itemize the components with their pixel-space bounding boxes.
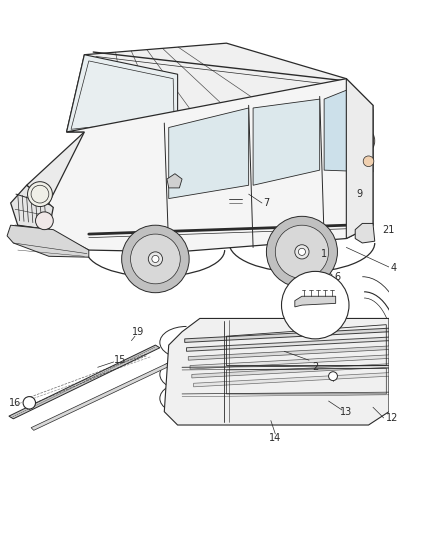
Circle shape <box>295 245 309 259</box>
Text: 21: 21 <box>382 224 394 235</box>
Text: 17: 17 <box>331 289 344 300</box>
Polygon shape <box>7 225 89 257</box>
Polygon shape <box>11 185 53 230</box>
Polygon shape <box>167 174 182 188</box>
Circle shape <box>276 225 328 278</box>
Circle shape <box>28 182 53 207</box>
Circle shape <box>363 156 374 167</box>
Circle shape <box>23 397 35 409</box>
Text: 4: 4 <box>391 263 397 273</box>
Text: 12: 12 <box>386 413 399 423</box>
Polygon shape <box>190 355 389 369</box>
Polygon shape <box>27 123 177 207</box>
Polygon shape <box>295 296 336 307</box>
Text: 6: 6 <box>334 272 340 282</box>
Polygon shape <box>169 108 249 199</box>
Circle shape <box>122 225 189 293</box>
Ellipse shape <box>362 131 375 151</box>
Circle shape <box>148 252 162 266</box>
Polygon shape <box>31 358 180 430</box>
Text: 13: 13 <box>340 407 353 417</box>
Polygon shape <box>355 223 375 243</box>
Circle shape <box>266 216 337 287</box>
Text: 15: 15 <box>114 355 126 365</box>
Text: 9: 9 <box>357 189 363 199</box>
Polygon shape <box>188 346 389 360</box>
Polygon shape <box>253 99 320 185</box>
Circle shape <box>131 234 180 284</box>
Polygon shape <box>164 318 389 425</box>
Text: 2: 2 <box>312 362 318 372</box>
Circle shape <box>282 271 349 339</box>
Text: 1: 1 <box>321 248 327 259</box>
Circle shape <box>152 255 159 263</box>
Polygon shape <box>9 345 160 419</box>
Polygon shape <box>346 79 373 239</box>
Polygon shape <box>192 364 389 378</box>
Text: 7: 7 <box>263 198 269 208</box>
Text: 14: 14 <box>269 433 281 443</box>
Circle shape <box>35 212 53 230</box>
Circle shape <box>298 248 305 255</box>
Text: 19: 19 <box>131 327 144 337</box>
Polygon shape <box>324 90 373 172</box>
Polygon shape <box>185 328 389 342</box>
Text: 16: 16 <box>9 398 21 408</box>
Polygon shape <box>67 55 177 132</box>
Polygon shape <box>194 373 389 387</box>
Text: 20: 20 <box>314 316 326 326</box>
Polygon shape <box>49 79 373 252</box>
Polygon shape <box>67 43 346 135</box>
Circle shape <box>328 372 337 381</box>
Polygon shape <box>187 337 389 351</box>
